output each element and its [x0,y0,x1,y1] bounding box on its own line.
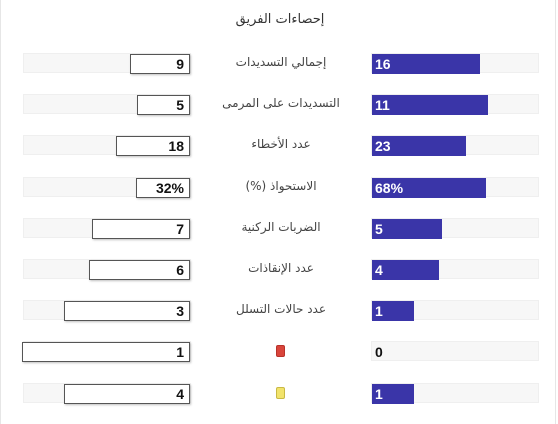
stat-label: الضربات الركنية [241,220,321,234]
left-team-value-bar: 7 [92,219,190,239]
right-team-track: 68% [371,177,539,198]
left-team-value-bar: 18 [116,136,190,156]
right-team-value-bar: 5 [372,219,442,239]
right-team-track: 16 [371,53,539,74]
left-team-value-bar: 4 [64,384,190,404]
stat-row: 9 إجمالي التسديدات 16 [1,51,558,75]
stat-row: 18 عدد الأخطاء 23 [1,133,558,157]
right-team-value-bar: 11 [372,95,488,115]
stat-label: عدد الأخطاء [251,137,311,151]
stat-label: الاستحواذ (%) [245,179,317,193]
stat-label: عدد الإنقاذات [248,261,314,275]
right-team-track: 1 [371,300,539,321]
stat-label: إجمالي التسديدات [235,55,327,69]
right-team-track: 1 [371,383,539,404]
right-team-track: 5 [371,218,539,239]
left-team-track: 6 [23,259,191,280]
stat-row: 3 عدد حالات التسلل 1 [1,298,558,322]
right-team-value-bar: 68% [372,178,486,198]
stat-row: 7 الضربات الركنية 5 [1,216,558,240]
stat-label: عدد حالات التسلل [235,302,327,316]
right-team-track: 0 [371,341,539,361]
left-team-track: 7 [23,218,191,239]
right-team-value-bar: 16 [372,54,480,74]
left-team-value-bar: 5 [137,95,190,115]
right-team-value-bar: 4 [372,260,439,280]
stat-row: 5 التسديدات على المرمى 11 [1,92,558,116]
stat-label: التسديدات على المرمى [222,96,340,110]
left-team-value-bar: 1 [22,342,190,362]
left-team-value-bar: 6 [89,260,190,280]
left-team-track: 18 [23,135,191,156]
right-team-track: 23 [371,135,539,156]
right-team-track: 4 [371,259,539,280]
right-team-value-bar: 1 [372,384,414,404]
stat-row: 32% الاستحواذ (%) 68% [1,175,558,199]
left-team-track: 3 [23,300,191,321]
left-team-value-bar: 3 [64,301,190,321]
panel-title: إحصاءات الفريق [235,12,325,27]
yellow-card-icon [276,387,285,399]
left-team-value-bar: 32% [136,178,190,198]
left-team-track: 9 [23,53,191,74]
left-team-track: 5 [23,94,191,115]
left-team-track: 32% [23,177,191,198]
right-team-value-bar: 0 [375,344,383,360]
right-team-track: 11 [371,94,539,115]
stat-row: 6 عدد الإنقاذات 4 [1,257,558,281]
right-team-value-bar: 1 [372,301,414,321]
left-team-track: 1 [22,341,191,362]
left-team-track: 4 [23,383,191,404]
red-card-icon [276,345,285,357]
right-team-value-bar: 23 [372,136,466,156]
left-team-value-bar: 9 [130,54,190,74]
